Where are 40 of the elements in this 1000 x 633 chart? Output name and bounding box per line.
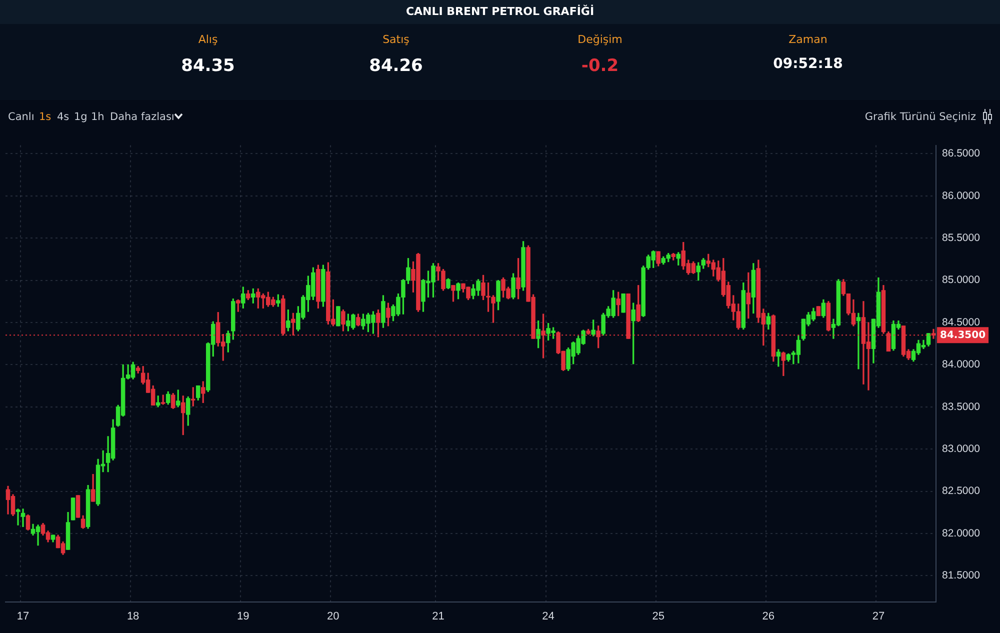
candlestick xyxy=(856,312,861,370)
y-tick-label: 86.5000 xyxy=(942,148,980,160)
text: 09:52:18 xyxy=(772,56,844,72)
y-tick-label: 83.0000 xyxy=(942,442,980,455)
x-tick-label: 18 xyxy=(126,610,140,622)
x-tick-label: 27 xyxy=(872,610,885,622)
ref-line-label: 84.3500 xyxy=(940,330,986,341)
text: Satış xyxy=(382,33,410,46)
y-tick-label: 82.5000 xyxy=(942,485,980,498)
x-tick-label: 20 xyxy=(327,610,340,622)
candlestick xyxy=(20,508,26,528)
y-tick-label: 82.0000 xyxy=(942,527,980,540)
candlestick xyxy=(16,508,20,526)
y-tick-label: 84.5000 xyxy=(942,316,980,328)
text: Zaman xyxy=(788,33,828,46)
x-tick-label: 17 xyxy=(16,610,30,622)
y-tick-label: 81.5000 xyxy=(942,570,980,582)
text: 84.35 xyxy=(180,56,236,76)
text: Grafik Türünü Seçiniz xyxy=(864,111,976,123)
text: Daha fazlası xyxy=(110,111,174,123)
x-tick-label: 19 xyxy=(237,610,250,622)
text: Değişim xyxy=(576,33,624,46)
x-tick-label: 21 xyxy=(432,610,444,622)
chart-title: CANLI BRENT PETROL GRAFİĞİ xyxy=(0,0,1000,24)
text: 84.26 xyxy=(368,56,424,76)
y-tick-label: 84.0000 xyxy=(942,358,980,371)
x-tick-label: 24 xyxy=(542,610,554,622)
x-tick-label: 25 xyxy=(652,610,664,622)
text: 1h xyxy=(91,111,104,123)
y-tick-label: 85.0000 xyxy=(942,274,980,286)
y-tick-label: 86.0000 xyxy=(942,190,980,202)
text: 1s xyxy=(39,111,52,123)
y-tick-label: 83.5000 xyxy=(942,400,980,413)
text: 1g xyxy=(74,111,88,123)
y-tick-label: 85.5000 xyxy=(942,232,980,244)
text: 4s xyxy=(57,111,70,123)
text: Canlı xyxy=(8,111,34,123)
x-tick-label: 26 xyxy=(762,610,775,622)
text: -0.2 xyxy=(580,56,620,76)
text: Alış xyxy=(197,33,219,46)
